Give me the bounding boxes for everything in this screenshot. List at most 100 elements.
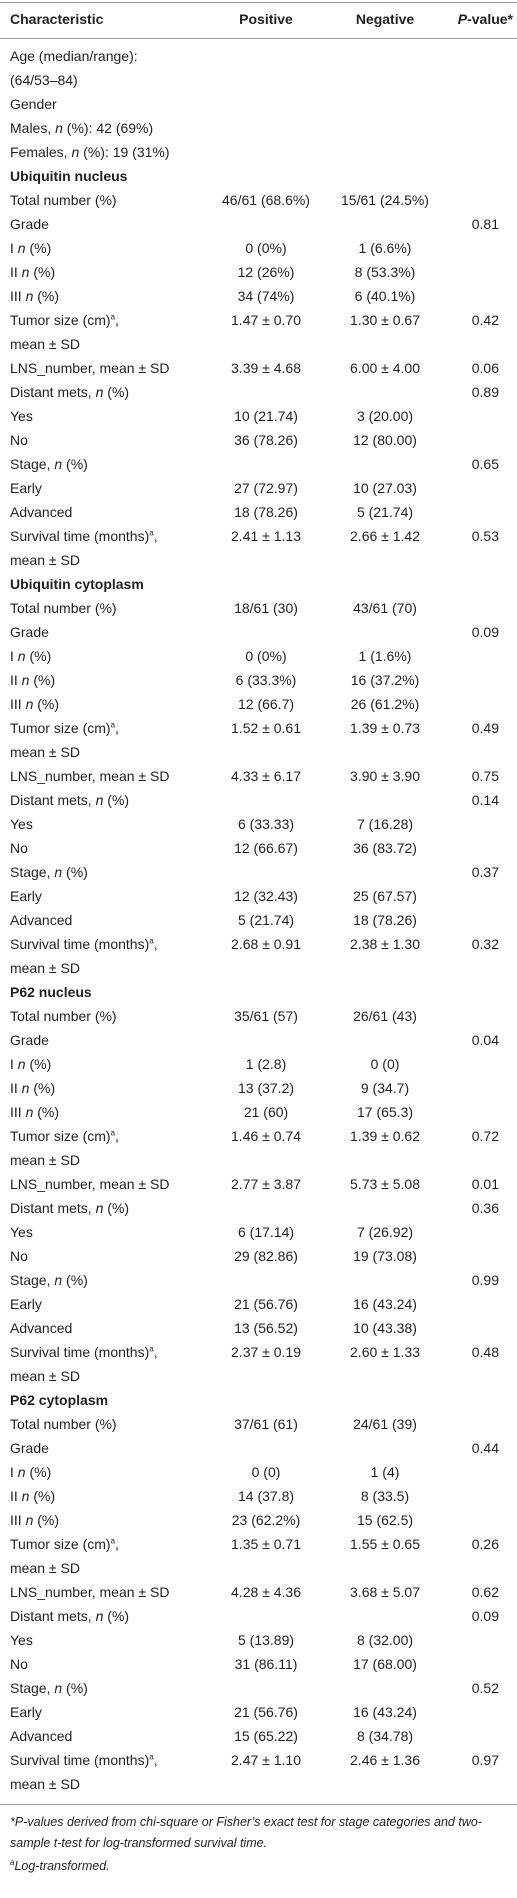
row-label: LNS_number, mean ± SD — [10, 768, 170, 784]
negative-cell: 3 (20.00) — [356, 408, 414, 424]
row-label: mean ± SD — [10, 1152, 80, 1168]
row-label: I n (%) — [10, 1464, 52, 1480]
negative-cell: 16 (43.24) — [353, 1704, 417, 1720]
row-label: III n (%) — [10, 288, 60, 304]
row-label: Grade — [10, 216, 49, 232]
row-label: III n (%) — [10, 1104, 60, 1120]
intro-line: Gender — [10, 96, 57, 112]
row-label: Survival time (months)a, — [10, 1752, 158, 1768]
negative-cell: 2.46 ± 1.36 — [350, 1752, 420, 1768]
positive-cell: 37/61 (61) — [234, 1416, 298, 1432]
positive-cell: 4.28 ± 4.36 — [231, 1584, 301, 1600]
negative-cell: 15/61 (24.5%) — [341, 192, 429, 208]
header-cell: Negative — [355, 11, 415, 27]
p-value-cell: 0.49 — [471, 720, 499, 736]
negative-cell: 36 (83.72) — [353, 840, 417, 856]
positive-cell: 1.46 ± 0.74 — [231, 1128, 301, 1144]
row-label: I n (%) — [10, 648, 52, 664]
negative-cell: 1.39 ± 0.62 — [350, 1128, 420, 1144]
negative-cell: 7 (16.28) — [356, 816, 414, 832]
positive-cell: 1.52 ± 0.61 — [231, 720, 301, 736]
negative-cell: 26/61 (43) — [353, 1008, 417, 1024]
p-value-cell: 0.62 — [471, 1584, 499, 1600]
row-label: No — [10, 1656, 28, 1672]
row-label: II n (%) — [10, 1080, 56, 1096]
negative-cell: 1 (6.6%) — [358, 240, 412, 256]
row-label: Total number (%) — [10, 1008, 117, 1024]
positive-cell: 13 (56.52) — [234, 1320, 298, 1336]
positive-cell: 5 (21.74) — [237, 912, 295, 928]
positive-cell: 12 (66.7) — [237, 696, 295, 712]
row-label: Distant mets, n (%) — [10, 792, 130, 808]
p-value-cell: 0.09 — [471, 624, 499, 640]
intro-line: (64/53–84) — [10, 72, 78, 88]
positive-cell: 10 (21.74) — [234, 408, 298, 424]
row-label: LNS_number, mean ± SD — [10, 1176, 170, 1192]
row-label: No — [10, 1248, 28, 1264]
positive-cell: 29 (82.86) — [234, 1248, 298, 1264]
p-value-cell: 0.32 — [471, 936, 499, 952]
section-title: P62 nucleus — [10, 984, 92, 1000]
p-value-cell: 0.48 — [471, 1344, 499, 1360]
p-value-cell: 0.81 — [471, 216, 499, 232]
negative-cell: 5.73 ± 5.08 — [350, 1176, 420, 1192]
negative-cell: 0 (0) — [370, 1056, 400, 1072]
row-label: Total number (%) — [10, 1416, 117, 1432]
row-label: Early — [10, 480, 42, 496]
row-label: Total number (%) — [10, 600, 117, 616]
p-value-cell: 0.42 — [471, 312, 499, 328]
header-cell: Positive — [239, 11, 293, 27]
negative-cell: 25 (67.57) — [353, 888, 417, 904]
negative-cell: 2.66 ± 1.42 — [350, 528, 420, 544]
positive-cell: 2.68 ± 0.91 — [231, 936, 301, 952]
row-label: I n (%) — [10, 1056, 52, 1072]
row-label: Early — [10, 1704, 42, 1720]
positive-cell: 2.41 ± 1.13 — [231, 528, 301, 544]
positive-cell: 12 (26%) — [237, 264, 295, 280]
negative-cell: 43/61 (70) — [353, 600, 417, 616]
p-value-cell: 0.75 — [471, 768, 499, 784]
row-label: Survival time (months)a, — [10, 1344, 158, 1360]
negative-cell: 8 (33.5) — [360, 1488, 410, 1504]
negative-cell: 8 (32.00) — [356, 1632, 414, 1648]
row-label: Yes — [10, 1632, 33, 1648]
positive-cell: 1.35 ± 0.71 — [231, 1536, 301, 1552]
intro-line: Age (median/range): — [10, 48, 138, 64]
p-value-cell: 0.01 — [471, 1176, 499, 1192]
negative-cell: 17 (65.3) — [356, 1104, 414, 1120]
p-value-cell: 0.44 — [471, 1440, 499, 1456]
row-label: Distant mets, n (%) — [10, 1200, 130, 1216]
p-value-cell: 0.26 — [471, 1536, 499, 1552]
intro-line: Females, n (%): 19 (31%) — [10, 144, 170, 160]
negative-cell: 1 (1.6%) — [358, 648, 412, 664]
negative-cell: 26 (61.2%) — [350, 696, 420, 712]
negative-cell: 19 (73.08) — [353, 1248, 417, 1264]
p-value-cell: 0.04 — [471, 1032, 499, 1048]
positive-cell: 5 (13.89) — [237, 1632, 295, 1648]
positive-cell: 6 (33.33) — [237, 816, 295, 832]
p-value-cell: 0.14 — [471, 792, 499, 808]
negative-cell: 24/61 (39) — [353, 1416, 417, 1432]
row-label: mean ± SD — [10, 1368, 80, 1384]
p-value-cell: 0.06 — [471, 360, 499, 376]
row-label: mean ± SD — [10, 1560, 80, 1576]
positive-cell: 12 (32.43) — [234, 888, 298, 904]
negative-cell: 16 (37.2%) — [350, 672, 420, 688]
negative-cell: 6.00 ± 4.00 — [350, 360, 420, 376]
negative-cell: 9 (34.7) — [360, 1080, 410, 1096]
negative-cell: 3.90 ± 3.90 — [350, 768, 420, 784]
row-label: Total number (%) — [10, 192, 117, 208]
section-title: Ubiquitin cytoplasm — [10, 576, 144, 592]
row-label: Advanced — [10, 1728, 73, 1744]
section-title: P62 cytoplasm — [10, 1392, 109, 1408]
row-label: mean ± SD — [10, 960, 80, 976]
row-label: Grade — [10, 624, 49, 640]
negative-cell: 16 (43.24) — [353, 1296, 417, 1312]
positive-cell: 2.47 ± 1.10 — [231, 1752, 301, 1768]
negative-cell: 8 (53.3%) — [354, 264, 416, 280]
positive-cell: 35/61 (57) — [234, 1008, 298, 1024]
negative-cell: 1.55 ± 0.65 — [350, 1536, 420, 1552]
p-value-cell: 0.52 — [471, 1680, 499, 1696]
negative-cell: 2.60 ± 1.33 — [350, 1344, 420, 1360]
positive-cell: 21 (60) — [243, 1104, 289, 1120]
